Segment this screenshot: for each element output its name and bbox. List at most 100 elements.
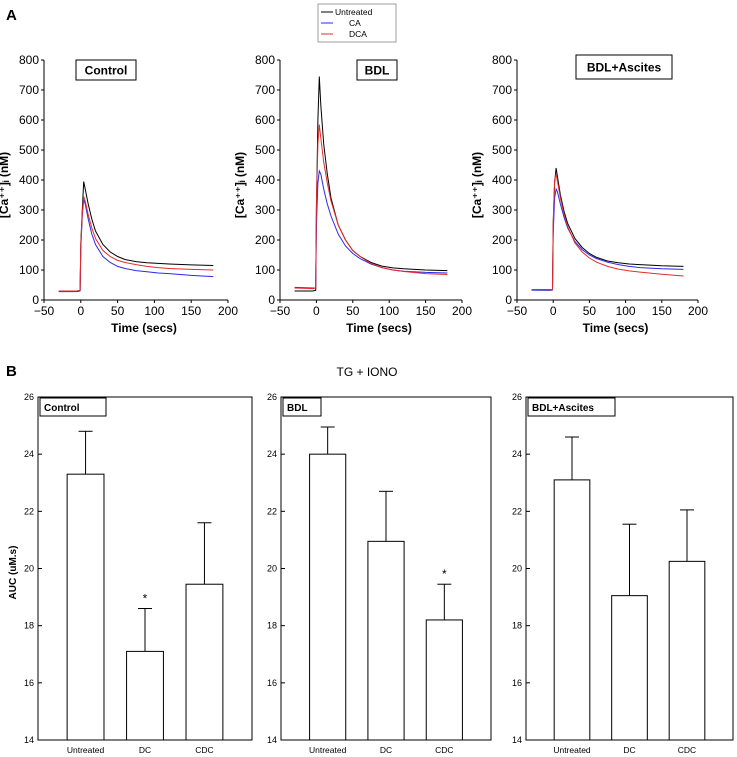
bar-untreated [66, 473, 105, 741]
y-tick-label: 20 [267, 564, 277, 574]
y-tick-label: 24 [24, 449, 34, 459]
y-tick-label: 100 [19, 263, 39, 277]
x-tick-label: CDC [195, 745, 213, 755]
x-tick-label: 150 [416, 304, 436, 318]
x-tick-label: 150 [181, 304, 201, 318]
chart-title: BDL+Ascites [587, 61, 662, 75]
x-tick-label: 100 [379, 304, 399, 318]
y-tick-label: 200 [255, 233, 275, 247]
x-tick-label: Untreated [553, 745, 591, 755]
x-tick-label: Untreated [309, 745, 347, 755]
x-axis-label: Time (secs) [111, 321, 177, 335]
x-axis-label: Time (secs) [583, 321, 649, 335]
y-tick-label: 700 [255, 83, 275, 97]
y-tick-label: 0 [32, 293, 39, 307]
x-tick-label: CDC [678, 745, 696, 755]
chart-title: Control [85, 64, 128, 78]
y-tick-label: 18 [267, 621, 277, 631]
y-tick-label: 24 [512, 449, 522, 459]
y-tick-label: 20 [24, 564, 34, 574]
y-tick-label: 300 [255, 203, 275, 217]
y-tick-label: 20 [512, 564, 522, 574]
x-tick-label: Untreated [67, 745, 105, 755]
x-tick-label: 200 [452, 304, 472, 318]
bar-cdc [185, 583, 224, 741]
x-tick-label: 100 [144, 304, 164, 318]
y-tick-label: 14 [24, 735, 34, 745]
series-line-ca [531, 187, 684, 291]
bar-dc [126, 650, 164, 741]
x-tick-label: CDC [435, 745, 453, 755]
chart-title-box [527, 397, 616, 417]
x-tick-label: 200 [218, 304, 238, 318]
y-axis-label: AUC (uM.s) [8, 546, 19, 600]
y-tick-label: 24 [267, 449, 277, 459]
y-axis-label: [Ca⁺⁺]ᵢ (nM) [0, 152, 11, 218]
y-tick-label: 700 [19, 83, 39, 97]
y-tick-label: 22 [267, 506, 277, 516]
y-tick-label: 800 [492, 53, 512, 67]
x-tick-label: 200 [688, 304, 708, 318]
legend-label-dca: DCA [349, 29, 367, 39]
panel-label-b: B [6, 363, 17, 380]
bar-dc [367, 540, 405, 741]
x-tick-label: 150 [652, 304, 672, 318]
bar-cdc [668, 560, 706, 741]
y-axis-label: [Ca⁺⁺]ᵢ (nM) [470, 152, 484, 218]
bar-cdc [425, 619, 463, 741]
x-tick-label: −50 [34, 304, 55, 318]
y-tick-label: 26 [267, 392, 277, 402]
x-tick-label: 50 [583, 304, 597, 318]
series-line-dca [531, 173, 684, 291]
chart-5: 14 16 18 20 22 24 26 BDL Untreated DC CDC * [267, 392, 492, 755]
y-tick-label: 600 [255, 113, 275, 127]
y-tick-label: 700 [492, 83, 512, 97]
x-tick-label: 50 [111, 304, 125, 318]
y-tick-label: 16 [512, 678, 522, 688]
y-tick-label: 100 [492, 263, 512, 277]
chart-title: BDL [287, 403, 308, 414]
bar-dc [611, 595, 648, 741]
y-tick-label: 400 [19, 173, 39, 187]
series-line-dca [58, 196, 214, 292]
bar-untreated [553, 479, 591, 741]
chart-title: BDL+Ascites [532, 403, 594, 414]
y-tick-label: 22 [24, 506, 34, 516]
chart-title-box [39, 397, 107, 417]
y-tick-label: 600 [492, 113, 512, 127]
section-b-title: TG + IONO [336, 365, 397, 379]
y-tick-label: 800 [255, 53, 275, 67]
y-tick-label: 200 [492, 233, 512, 247]
y-tick-label: 18 [24, 621, 34, 631]
series-line-untreated [58, 181, 214, 292]
x-tick-label: 50 [346, 304, 360, 318]
y-tick-label: 26 [24, 392, 34, 402]
x-tick-label: 0 [550, 304, 557, 318]
y-tick-label: 400 [492, 173, 512, 187]
y-tick-label: 100 [255, 263, 275, 277]
bar-untreated [309, 453, 347, 741]
y-tick-label: 14 [512, 735, 522, 745]
x-tick-label: 0 [77, 304, 84, 318]
chart-title-box [575, 54, 673, 80]
x-tick-label: DC [623, 745, 635, 755]
x-tick-label: −50 [270, 304, 291, 318]
series-line-dca [294, 124, 448, 290]
legend-label-untreated: Untreated [335, 7, 373, 17]
chart-title: Control [44, 403, 80, 414]
y-tick-label: 500 [19, 143, 39, 157]
legend: Untreated CA DCA [317, 3, 397, 43]
y-tick-label: 18 [512, 621, 522, 631]
y-tick-label: 26 [512, 392, 522, 402]
y-tick-label: 200 [19, 233, 39, 247]
y-tick-label: 400 [255, 173, 275, 187]
x-tick-label: 100 [616, 304, 636, 318]
chart-title-box [282, 397, 322, 417]
y-tick-label: 800 [19, 53, 39, 67]
chart-title-box [356, 59, 398, 81]
significance-marker: * [442, 567, 447, 581]
